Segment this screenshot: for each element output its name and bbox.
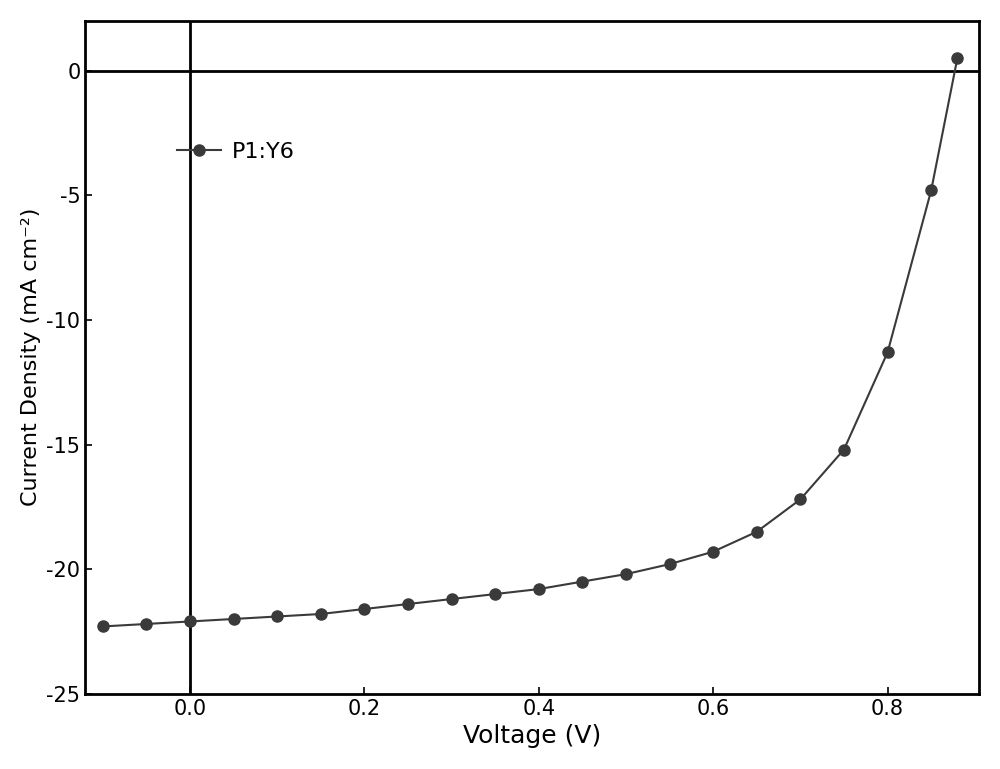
Legend: P1:Y6: P1:Y6 [168,133,304,171]
P1:Y6 [315,609,327,618]
P1:Y6 [576,577,588,586]
P1:Y6 [358,604,370,614]
P1:Y6 [271,612,283,621]
P1:Y6 [489,590,501,599]
P1:Y6 [140,619,152,628]
P1:Y6 [794,494,806,504]
P1:Y6 [97,622,109,631]
P1:Y6 [184,617,196,626]
P1:Y6 [707,547,719,556]
P1:Y6 [925,185,937,195]
P1:Y6 [620,570,632,579]
P1:Y6 [446,594,458,604]
P1:Y6 [951,54,963,63]
Line: P1:Y6: P1:Y6 [97,52,963,632]
X-axis label: Voltage (V): Voltage (V) [463,724,601,748]
P1:Y6 [402,599,414,608]
P1:Y6 [228,614,240,624]
Y-axis label: Current Density (mA cm⁻²): Current Density (mA cm⁻²) [21,208,41,507]
P1:Y6 [751,527,763,536]
P1:Y6 [533,584,545,594]
P1:Y6 [882,348,894,357]
P1:Y6 [664,560,676,569]
P1:Y6 [838,445,850,454]
